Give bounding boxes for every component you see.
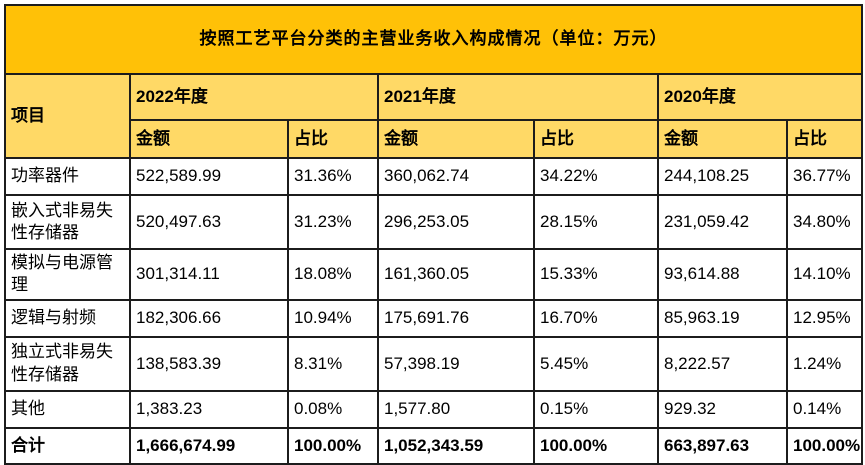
total-amount-cell: 1,666,674.99	[129, 426, 289, 465]
ratio-cell: 18.08%	[287, 248, 379, 301]
total-ratio-cell: 100.00%	[785, 426, 864, 465]
row-label: 逻辑与射频	[4, 298, 131, 338]
table-row: 其他 1,383.23 0.08% 1,577.80 0.15% 929.32 …	[4, 389, 864, 429]
amount-cell: 8,222.57	[657, 335, 788, 392]
column-header-ratio-2021: 占比	[533, 119, 659, 159]
ratio-cell: 10.94%	[287, 298, 379, 338]
ratio-cell: 5.45%	[533, 335, 659, 392]
amount-cell: 138,583.39	[129, 335, 289, 392]
total-ratio-cell: 100.00%	[533, 426, 659, 465]
ratio-cell: 0.14%	[785, 389, 864, 429]
column-header-item: 项目	[4, 73, 131, 159]
table-title: 按照工艺平台分类的主营业务收入构成情况（单位：万元）	[3, 4, 864, 75]
ratio-cell: 15.33%	[533, 248, 659, 301]
ratio-cell: 16.70%	[533, 298, 659, 338]
table-row: 功率器件 522,589.99 31.36% 360,062.74 34.22%…	[4, 157, 864, 196]
page: 按照工艺平台分类的主营业务收入构成情况（单位：万元） 项目 2022年度 202…	[3, 4, 864, 465]
ratio-cell: 31.23%	[287, 194, 379, 250]
column-header-year-2022: 2022年度	[129, 73, 379, 121]
ratio-cell: 12.95%	[785, 298, 864, 338]
revenue-by-platform-table: 按照工艺平台分类的主营业务收入构成情况（单位：万元） 项目 2022年度 202…	[3, 4, 864, 465]
amount-cell: 182,306.66	[129, 298, 289, 338]
row-label: 嵌入式非易失性存储器	[4, 194, 131, 250]
total-row-label: 合计	[4, 426, 131, 465]
column-header-ratio-2020: 占比	[785, 119, 864, 159]
header-sub-row: 金额 占比 金额 占比 金额 占比	[5, 119, 864, 159]
amount-cell: 522,589.99	[129, 157, 289, 196]
amount-cell: 929.32	[657, 389, 788, 429]
ratio-cell: 31.36%	[287, 157, 379, 196]
amount-cell: 161,360.05	[377, 248, 535, 301]
total-amount-cell: 1,052,343.59	[377, 426, 535, 465]
amount-cell: 301,314.11	[129, 248, 289, 301]
row-label: 功率器件	[4, 157, 131, 196]
ratio-cell: 34.80%	[785, 194, 864, 250]
header-year-row: 项目 2022年度 2021年度 2020年度	[4, 73, 864, 159]
amount-cell: 93,614.88	[657, 248, 788, 301]
table-row: 嵌入式非易失性存储器 520,497.63 31.23% 296,253.05 …	[4, 194, 864, 250]
ratio-cell: 1.24%	[785, 335, 864, 392]
total-amount-cell: 663,897.63	[657, 426, 788, 465]
ratio-cell: 28.15%	[533, 194, 659, 250]
row-label: 模拟与电源管理	[4, 248, 131, 301]
row-label: 其他	[4, 389, 131, 429]
total-row: 合计 1,666,674.99 100.00% 1,052,343.59 100…	[4, 426, 864, 465]
amount-cell: 85,963.19	[657, 298, 788, 338]
column-header-year-2020: 2020年度	[656, 73, 864, 121]
table-row: 模拟与电源管理 301,314.11 18.08% 161,360.05 15.…	[4, 248, 864, 301]
amount-cell: 175,691.76	[377, 298, 535, 338]
amount-cell: 360,062.74	[377, 157, 535, 196]
column-header-ratio-2022: 占比	[287, 119, 379, 159]
ratio-cell: 34.22%	[533, 157, 659, 196]
amount-cell: 1,383.23	[129, 389, 289, 429]
total-ratio-cell: 100.00%	[287, 426, 379, 465]
row-label: 独立式非易失性存储器	[4, 335, 131, 392]
title-row: 按照工艺平台分类的主营业务收入构成情况（单位：万元）	[3, 4, 864, 75]
amount-cell: 1,577.80	[377, 389, 535, 429]
table-row: 逻辑与射频 182,306.66 10.94% 175,691.76 16.70…	[4, 298, 864, 338]
table-row: 独立式非易失性存储器 138,583.39 8.31% 57,398.19 5.…	[4, 335, 864, 392]
column-header-amount-2020: 金额	[657, 119, 788, 159]
amount-cell: 57,398.19	[377, 335, 535, 392]
amount-cell: 244,108.25	[657, 157, 788, 196]
ratio-cell: 14.10%	[785, 248, 864, 301]
column-header-amount-2021: 金额	[377, 119, 535, 159]
column-header-year-2021: 2021年度	[377, 73, 659, 121]
ratio-cell: 0.08%	[287, 389, 379, 429]
ratio-cell: 8.31%	[287, 335, 379, 392]
amount-cell: 520,497.63	[129, 194, 289, 250]
ratio-cell: 36.77%	[785, 157, 864, 196]
amount-cell: 231,059.42	[657, 194, 788, 250]
amount-cell: 296,253.05	[377, 194, 535, 250]
column-header-amount-2022: 金额	[129, 119, 289, 159]
ratio-cell: 0.15%	[533, 389, 659, 429]
